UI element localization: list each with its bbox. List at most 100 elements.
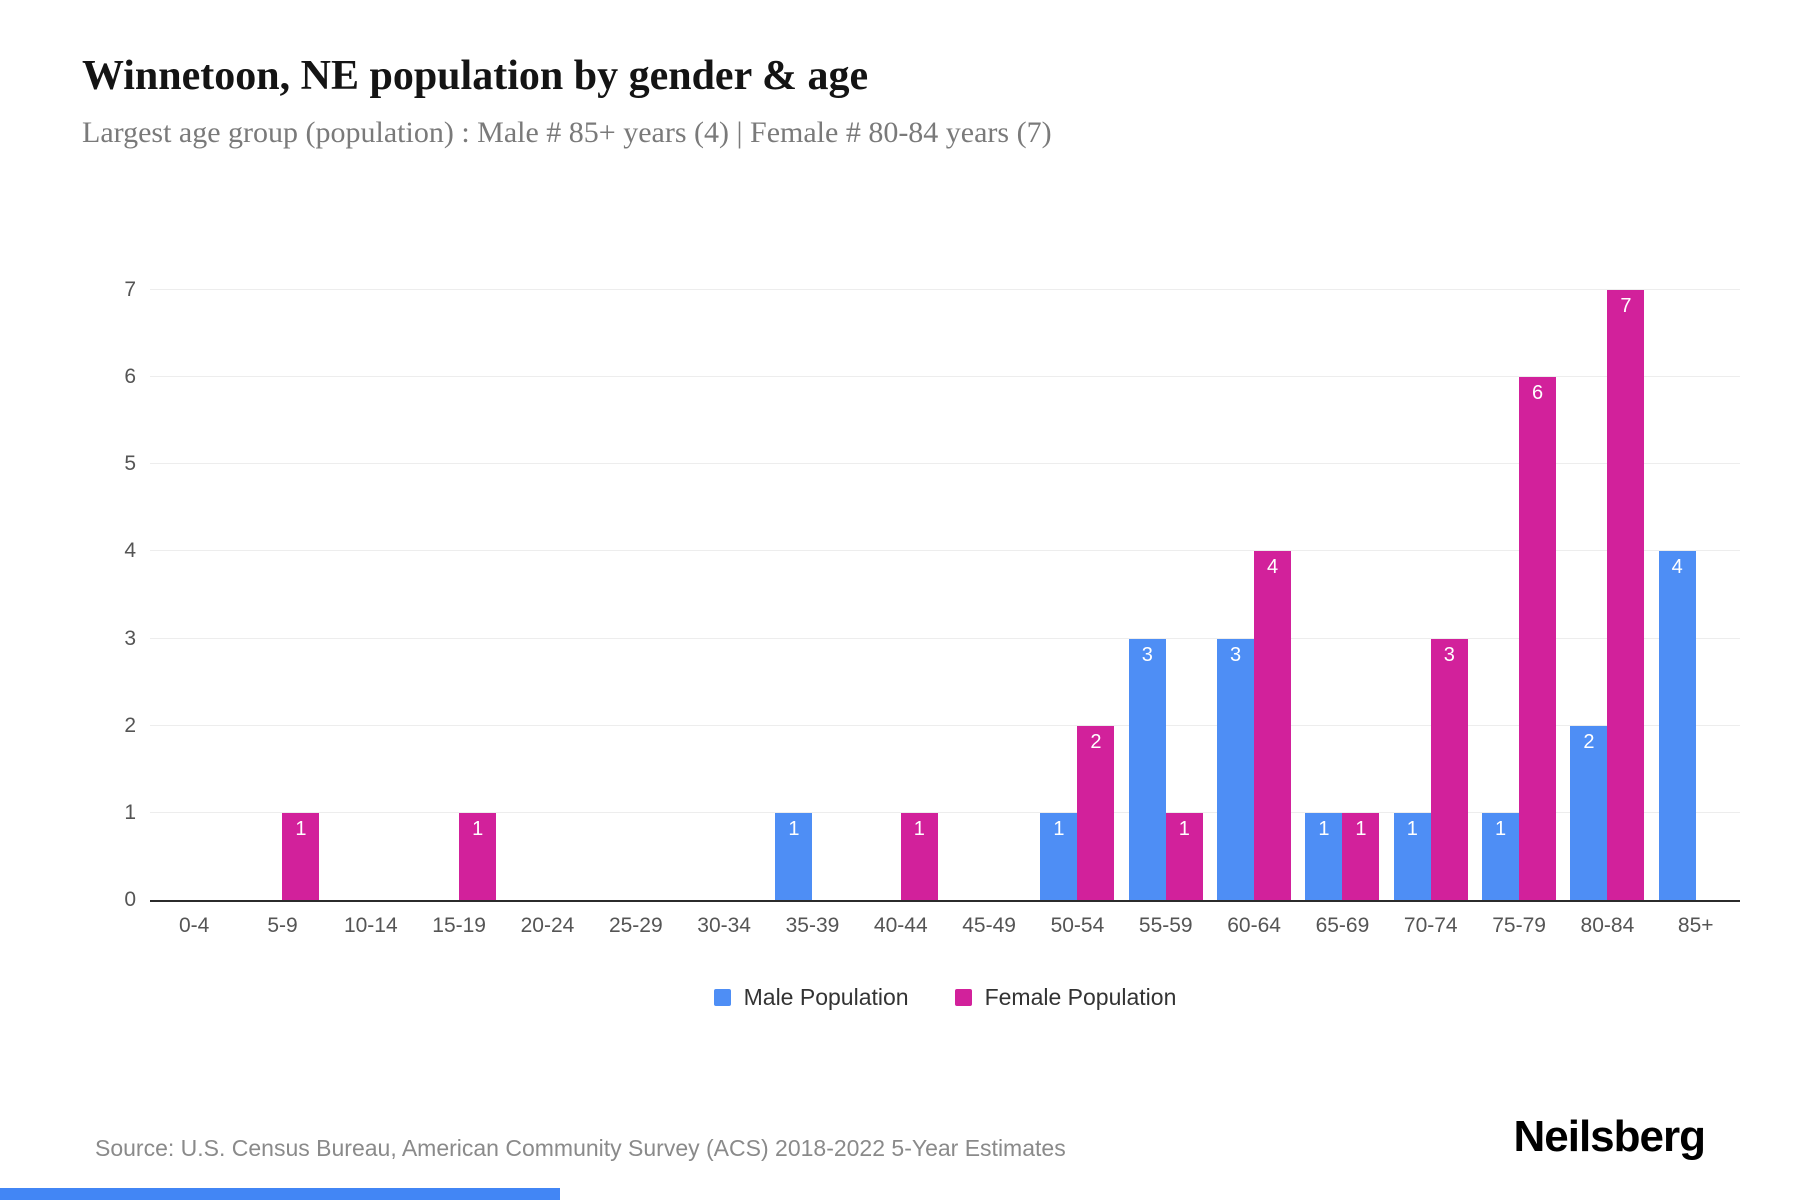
bar-male-65-69[interactable]: 1 bbox=[1305, 812, 1343, 900]
bar-value-label: 1 bbox=[1355, 817, 1367, 840]
bar-group-40-44: 1 bbox=[857, 290, 945, 900]
bar-value-label: 7 bbox=[1620, 295, 1632, 317]
bar-female-40-44[interactable]: 1 bbox=[900, 812, 938, 900]
bar-value-label: 6 bbox=[1532, 382, 1544, 405]
x-tick-label: 65-69 bbox=[1315, 914, 1370, 937]
page-title: Winnetoon, NE population by gender & age bbox=[82, 53, 869, 99]
y-tick-label: 5 bbox=[124, 452, 136, 476]
x-tick-label: 40-44 bbox=[873, 914, 928, 937]
bar-value-label: 4 bbox=[1671, 556, 1683, 579]
bar-male-85+[interactable]: 4 bbox=[1658, 551, 1696, 900]
x-axis-spacer bbox=[95, 902, 150, 938]
legend-item-female[interactable]: Female Population bbox=[954, 984, 1177, 1011]
bar-female-50-54[interactable]: 2 bbox=[1077, 725, 1115, 900]
x-tick-label: 85+ bbox=[1677, 914, 1714, 937]
bar-value-label: 1 bbox=[788, 817, 800, 840]
x-tick-label: 70-74 bbox=[1403, 914, 1458, 937]
bar-value-label: 1 bbox=[295, 817, 307, 840]
bar-group-35-39: 1 bbox=[768, 290, 856, 900]
y-tick-label: 2 bbox=[124, 713, 136, 737]
legend-item-male[interactable]: Male Population bbox=[713, 984, 909, 1011]
x-tick-label: 20-24 bbox=[520, 914, 575, 937]
bottom-accent-bar bbox=[0, 1188, 560, 1200]
y-tick-label: 4 bbox=[124, 539, 136, 563]
legend: Male Population Female Population bbox=[150, 984, 1740, 1011]
x-tick-label: 55-59 bbox=[1138, 914, 1193, 937]
bar-male-55-59[interactable]: 3 bbox=[1128, 638, 1166, 900]
bar-female-5-9[interactable]: 1 bbox=[282, 812, 320, 900]
bar-group-30-34 bbox=[680, 290, 768, 900]
bar-female-80-84[interactable]: 7 bbox=[1607, 290, 1645, 900]
bar-value-label: 3 bbox=[1443, 643, 1455, 666]
y-tick-label: 0 bbox=[124, 888, 136, 911]
bar-value-label: 2 bbox=[1090, 730, 1102, 753]
bar-value-label: 1 bbox=[472, 817, 484, 840]
bar-group-15-19: 1 bbox=[415, 290, 503, 900]
bar-group-0-4 bbox=[150, 290, 238, 900]
gridline bbox=[150, 463, 1740, 465]
bar-value-label: 3 bbox=[1141, 643, 1153, 666]
x-tick-label: 60-64 bbox=[1227, 914, 1281, 937]
gridline bbox=[150, 637, 1740, 639]
x-tick-label: 45-49 bbox=[962, 914, 1016, 937]
bar-female-65-69[interactable]: 1 bbox=[1342, 812, 1380, 900]
bar-male-70-74[interactable]: 1 bbox=[1393, 812, 1431, 900]
y-tick-label: 6 bbox=[124, 365, 136, 389]
x-tick-label: 75-79 bbox=[1492, 914, 1546, 937]
x-tick-label: 50-54 bbox=[1050, 914, 1105, 937]
legend-label: Male Population bbox=[743, 984, 909, 1010]
gridline bbox=[150, 550, 1740, 552]
bar-female-15-19[interactable]: 1 bbox=[459, 812, 497, 900]
bar-male-75-79[interactable]: 1 bbox=[1482, 812, 1520, 900]
bar-male-35-39[interactable]: 1 bbox=[775, 812, 813, 900]
gridline bbox=[150, 289, 1740, 290]
bar-female-70-74[interactable]: 3 bbox=[1430, 638, 1468, 900]
bar-group-45-49 bbox=[945, 290, 1033, 900]
bar-value-label: 1 bbox=[1318, 817, 1330, 840]
x-tick-label: 80-84 bbox=[1580, 914, 1635, 937]
legend-swatch bbox=[954, 989, 972, 1006]
x-axis: 0-4 5-9 10-14 15-19 20-24 25-29 30-34 35-39 40-4… bbox=[150, 902, 1740, 938]
x-axis-row: 0-4 5-9 10-14 15-19 20-24 25-29 30-34 35-39 40-4… bbox=[95, 902, 1740, 938]
bar-value-label: 1 bbox=[1406, 817, 1418, 840]
chart-subtitle: Largest age group (population) : Male # … bbox=[82, 116, 1052, 149]
legend-swatch bbox=[713, 989, 731, 1006]
x-tick-label: 25-29 bbox=[608, 914, 663, 937]
gridline bbox=[150, 811, 1740, 813]
gridline bbox=[150, 724, 1740, 726]
bar-group-85+: 4 bbox=[1652, 290, 1740, 900]
bar-female-55-59[interactable]: 1 bbox=[1165, 812, 1203, 900]
y-tick-label: 7 bbox=[124, 278, 136, 301]
bar-value-label: 1 bbox=[1495, 817, 1507, 840]
bar-value-label: 4 bbox=[1267, 556, 1279, 579]
brand-logo: Neilsberg bbox=[1513, 1112, 1706, 1161]
bar-group-20-24 bbox=[503, 290, 591, 900]
bar-male-60-64[interactable]: 3 bbox=[1217, 638, 1255, 900]
legend-label: Female Population bbox=[984, 984, 1177, 1010]
x-tick-label: 5-9 bbox=[267, 914, 298, 937]
chart-header: Winnetoon, NE population by gender & age… bbox=[0, 0, 1800, 150]
bar-value-label: 2 bbox=[1583, 730, 1595, 753]
bar-group-10-14 bbox=[327, 290, 415, 900]
bar-male-50-54[interactable]: 1 bbox=[1040, 812, 1078, 900]
bar-male-80-84[interactable]: 2 bbox=[1570, 725, 1608, 900]
bar-group-25-29 bbox=[592, 290, 680, 900]
bar-value-label: 1 bbox=[913, 817, 925, 840]
x-tick-label: 15-19 bbox=[432, 914, 486, 937]
bar-female-75-79[interactable]: 6 bbox=[1519, 377, 1557, 900]
bar-female-60-64[interactable]: 4 bbox=[1254, 551, 1292, 900]
bar-group-5-9: 1 bbox=[238, 290, 326, 900]
y-tick-label: 3 bbox=[124, 626, 136, 650]
x-tick-label: 35-39 bbox=[785, 914, 840, 937]
x-tick-label: 30-34 bbox=[697, 914, 751, 937]
